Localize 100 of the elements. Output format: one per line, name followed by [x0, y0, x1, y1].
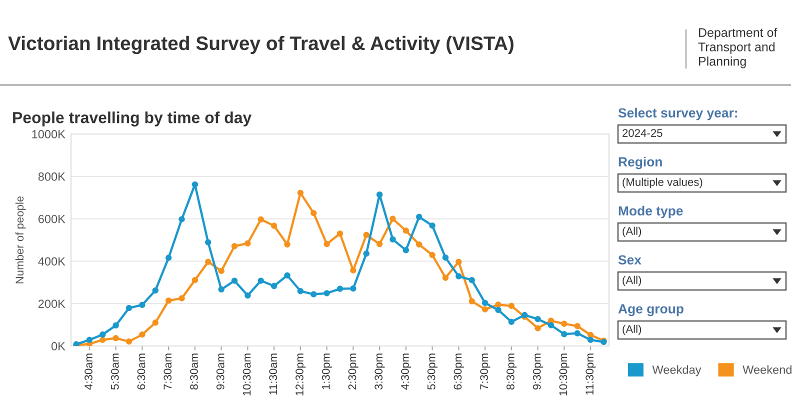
point: [574, 322, 580, 330]
point: [442, 274, 449, 281]
text: (All): [622, 324, 642, 336]
x-tick-label: 6:30am: [137, 354, 146, 390]
point: [112, 322, 119, 329]
chart-subtitle: People travelling by time of day: [13, 112, 252, 126]
point: [112, 335, 119, 342]
point: [456, 258, 462, 265]
point: [297, 288, 304, 294]
point: [258, 278, 264, 284]
x-tick-label: 7:30am: [164, 354, 172, 390]
point: [126, 338, 132, 345]
text: (All): [622, 276, 642, 286]
point: [495, 302, 502, 308]
x-tick-label: 9:30am: [216, 354, 224, 390]
point: [244, 292, 251, 299]
point: [139, 331, 146, 338]
point: [258, 216, 264, 223]
point: [336, 286, 344, 292]
x-tick-label: 6:30pm: [454, 354, 464, 390]
legend-label: Weekend: [742, 365, 792, 374]
point: [376, 192, 383, 198]
point: [561, 331, 568, 338]
text: Mode type: [618, 206, 683, 218]
point: [270, 222, 278, 229]
x-tick-label: 11:30pm: [586, 354, 596, 395]
point: [548, 322, 554, 328]
text: Sex: [618, 255, 642, 265]
point: [587, 336, 594, 343]
x-tick-label: 9:30pm: [532, 354, 543, 390]
point: [192, 276, 198, 284]
point: [178, 216, 185, 222]
point: [152, 320, 159, 326]
point: [86, 336, 93, 343]
point: [192, 181, 198, 188]
point: [482, 300, 488, 306]
x-tick-label: 10:30am: [242, 354, 251, 396]
point: [561, 320, 568, 327]
x-tick-label: 1:30pm: [322, 354, 332, 390]
point: [534, 316, 541, 322]
point: [416, 241, 422, 248]
point: [456, 273, 462, 280]
point: [152, 287, 159, 294]
text: 2024-25: [622, 129, 662, 137]
point: [390, 236, 396, 242]
point: [363, 250, 370, 257]
y-tick-label: 600K: [38, 214, 66, 224]
point: [231, 278, 238, 284]
text: (Multiple values): [622, 178, 702, 188]
point: [218, 268, 224, 274]
y-tick-label: 200K: [38, 300, 66, 308]
point: [310, 291, 317, 298]
point: [390, 216, 396, 222]
point: [482, 306, 488, 312]
point: [231, 243, 238, 250]
point: [468, 298, 475, 304]
x-tick-label: 8:30am: [190, 354, 198, 390]
x-tick-label: 3:30pm: [374, 354, 385, 390]
point: [126, 304, 132, 312]
point: [284, 272, 290, 279]
point: [297, 190, 304, 196]
x-tick-label: 10:30pm: [559, 354, 570, 396]
point: [165, 254, 172, 261]
text: Region: [618, 156, 662, 170]
point: [218, 286, 224, 293]
point: [468, 276, 475, 284]
point: [139, 302, 146, 308]
point: [429, 222, 436, 229]
point: [363, 232, 370, 238]
point: [244, 240, 251, 247]
y-tick-label: 400K: [38, 257, 66, 266]
y-axis-title: Number of people: [15, 196, 26, 284]
x-tick-label: 5:30pm: [427, 354, 438, 390]
point: [402, 228, 410, 234]
y-tick-label: 800K: [38, 172, 66, 181]
point: [205, 258, 212, 265]
point: [100, 331, 106, 338]
point: [165, 298, 172, 304]
point: [284, 241, 290, 248]
text: Department of Transport and Planning: [698, 28, 778, 68]
point: [324, 290, 330, 296]
point: [324, 240, 330, 248]
point: [429, 252, 436, 258]
point: [100, 336, 106, 343]
x-tick-label: 12:30pm: [296, 354, 306, 396]
point: [495, 306, 502, 314]
point: [534, 325, 541, 332]
point: [350, 285, 356, 292]
point: [574, 330, 580, 336]
point: [270, 282, 278, 290]
point: [205, 239, 212, 246]
point: [508, 302, 515, 310]
x-tick-label: 8:30pm: [506, 354, 517, 390]
x-tick-label: 7:30pm: [480, 354, 490, 390]
x-tick-label: 4:30pm: [401, 354, 412, 390]
point: [416, 214, 422, 220]
x-tick-label: 5:30am: [110, 354, 119, 390]
legend-label: Weekday: [652, 365, 702, 376]
text: Age group: [618, 304, 684, 316]
point: [310, 210, 317, 216]
